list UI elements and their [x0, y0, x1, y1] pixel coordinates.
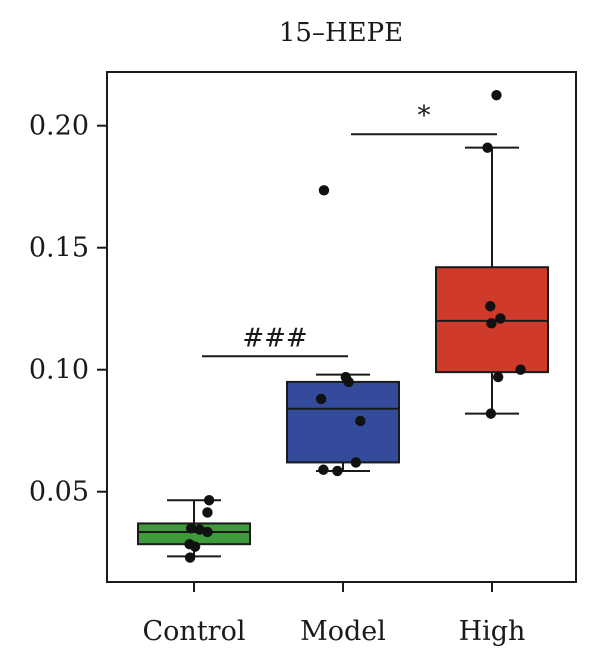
x-tick-label: Control	[143, 616, 246, 647]
data-point	[485, 408, 497, 419]
data-point	[203, 495, 215, 506]
data-point	[318, 185, 330, 196]
data-point	[194, 524, 205, 535]
data-point	[491, 89, 502, 101]
data-point	[495, 313, 506, 324]
data-points	[184, 89, 526, 563]
x-axis: Control Model High	[143, 582, 526, 647]
data-point	[343, 376, 354, 388]
data-point	[482, 142, 493, 153]
data-point	[315, 393, 327, 405]
significance-label: ###	[242, 323, 307, 353]
data-point	[186, 523, 197, 534]
significance-annotations: ### *	[202, 101, 497, 358]
x-tick-label: Model	[300, 616, 386, 647]
data-point	[485, 301, 496, 312]
data-point	[350, 457, 362, 468]
plot-frame	[106, 71, 577, 583]
data-point	[189, 541, 201, 552]
data-point	[184, 552, 196, 563]
data-point	[515, 364, 526, 375]
y-tick-label: 0.15	[29, 233, 89, 264]
y-axis: 0.05 0.10 0.15 0.20	[29, 111, 107, 508]
y-tick-label: 0.10	[29, 355, 89, 386]
significance-label: *	[418, 101, 431, 131]
data-point	[355, 415, 366, 427]
data-point	[486, 318, 497, 329]
data-point	[332, 465, 343, 477]
boxes	[137, 146, 549, 558]
data-point	[202, 526, 213, 538]
y-tick-label: 0.20	[29, 111, 89, 142]
chart-title: 15–HEPE	[279, 18, 403, 48]
data-point	[202, 507, 213, 518]
data-point	[492, 371, 504, 383]
y-tick-label: 0.05	[29, 477, 89, 508]
x-tick-label: High	[459, 616, 526, 647]
data-point	[318, 464, 329, 475]
box-model	[286, 380, 400, 464]
